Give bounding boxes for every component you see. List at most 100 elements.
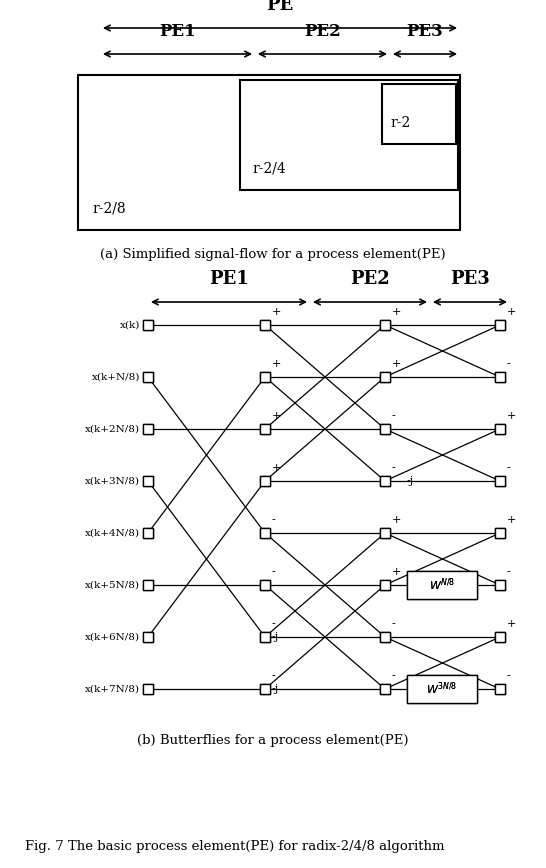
Text: $W^{3N/8}$: $W^{3N/8}$ xyxy=(426,681,458,697)
Bar xyxy=(143,372,153,382)
Bar xyxy=(495,372,505,382)
Bar xyxy=(380,320,390,330)
Text: (b) Butterflies for a process element(PE): (b) Butterflies for a process element(PE… xyxy=(137,734,409,747)
Text: +: + xyxy=(272,359,281,369)
Bar xyxy=(380,372,390,382)
Bar xyxy=(260,476,270,486)
Text: $W^{N/8}$: $W^{N/8}$ xyxy=(429,576,455,594)
Bar xyxy=(407,675,477,703)
Bar xyxy=(495,632,505,642)
Bar xyxy=(407,571,477,599)
Bar xyxy=(407,571,477,599)
Bar xyxy=(495,632,505,642)
Text: +: + xyxy=(507,307,517,317)
Bar xyxy=(143,580,153,590)
Text: +: + xyxy=(392,567,401,577)
Text: -: - xyxy=(507,567,511,577)
Text: -: - xyxy=(392,463,396,473)
Bar xyxy=(240,80,458,190)
Bar xyxy=(495,476,505,486)
Text: -: - xyxy=(272,567,276,577)
Bar xyxy=(495,580,505,590)
Text: PE2: PE2 xyxy=(304,23,341,40)
Bar xyxy=(380,528,390,538)
Text: x(k+3N/8): x(k+3N/8) xyxy=(85,477,140,485)
Bar xyxy=(407,675,477,703)
Bar xyxy=(380,320,390,330)
Text: +: + xyxy=(272,463,281,473)
Text: -: - xyxy=(272,619,276,629)
Text: -j: -j xyxy=(407,476,414,486)
Bar xyxy=(380,528,390,538)
Bar xyxy=(495,424,505,434)
Bar xyxy=(260,476,270,486)
Text: PE3: PE3 xyxy=(450,270,490,288)
Bar xyxy=(380,476,390,486)
Bar xyxy=(380,372,390,382)
Bar xyxy=(260,372,270,382)
Text: PE: PE xyxy=(266,0,294,14)
Bar xyxy=(143,320,153,330)
Text: -: - xyxy=(392,411,396,421)
Bar xyxy=(143,424,153,434)
Bar xyxy=(380,684,390,694)
Bar xyxy=(143,476,153,486)
Text: PE1: PE1 xyxy=(159,23,196,40)
Text: Fig. 7 The basic process element(PE) for radix-2/4/8 algorithm: Fig. 7 The basic process element(PE) for… xyxy=(25,840,444,853)
Bar xyxy=(143,632,153,642)
Bar xyxy=(495,372,505,382)
Text: (a) Simplified signal-flow for a process element(PE): (a) Simplified signal-flow for a process… xyxy=(100,248,446,261)
Text: -: - xyxy=(272,671,276,681)
Bar xyxy=(260,528,270,538)
Text: -: - xyxy=(272,515,276,525)
Bar xyxy=(495,528,505,538)
Text: +: + xyxy=(392,515,401,525)
Bar xyxy=(380,632,390,642)
Text: x(k+2N/8): x(k+2N/8) xyxy=(85,424,140,433)
Bar xyxy=(143,424,153,434)
Bar xyxy=(380,424,390,434)
Text: $W^{3N/8}$: $W^{3N/8}$ xyxy=(426,681,458,697)
Bar xyxy=(260,684,270,694)
Text: PE3: PE3 xyxy=(407,23,443,40)
Bar xyxy=(260,684,270,694)
Bar xyxy=(495,684,505,694)
Text: -j: -j xyxy=(272,632,279,642)
Bar xyxy=(495,528,505,538)
Bar xyxy=(380,424,390,434)
Text: +: + xyxy=(392,307,401,317)
Bar xyxy=(495,476,505,486)
Text: $W^{N/8}$: $W^{N/8}$ xyxy=(429,576,455,594)
Text: -j: -j xyxy=(272,684,279,694)
Bar xyxy=(260,632,270,642)
Bar xyxy=(380,580,390,590)
Text: -: - xyxy=(392,619,396,629)
Bar xyxy=(143,684,153,694)
Bar xyxy=(260,372,270,382)
Text: x(k+6N/8): x(k+6N/8) xyxy=(85,633,140,641)
Text: x(k+N/8): x(k+N/8) xyxy=(92,372,140,382)
Bar xyxy=(78,75,460,230)
Bar xyxy=(143,372,153,382)
Text: -: - xyxy=(507,463,511,473)
Bar xyxy=(260,632,270,642)
Bar xyxy=(380,684,390,694)
Bar xyxy=(495,424,505,434)
Bar xyxy=(380,476,390,486)
Bar xyxy=(260,580,270,590)
Bar xyxy=(143,580,153,590)
Text: +: + xyxy=(392,359,401,369)
Bar xyxy=(143,684,153,694)
Text: r-2/8: r-2/8 xyxy=(92,201,126,215)
Bar xyxy=(495,684,505,694)
Bar xyxy=(143,476,153,486)
Bar xyxy=(143,528,153,538)
Text: +: + xyxy=(272,307,281,317)
Text: +: + xyxy=(272,411,281,421)
Bar xyxy=(260,424,270,434)
Bar xyxy=(495,320,505,330)
Bar xyxy=(380,632,390,642)
Text: -: - xyxy=(507,671,511,681)
Text: x(k+5N/8): x(k+5N/8) xyxy=(85,581,140,589)
Text: x(k+7N/8): x(k+7N/8) xyxy=(85,685,140,694)
